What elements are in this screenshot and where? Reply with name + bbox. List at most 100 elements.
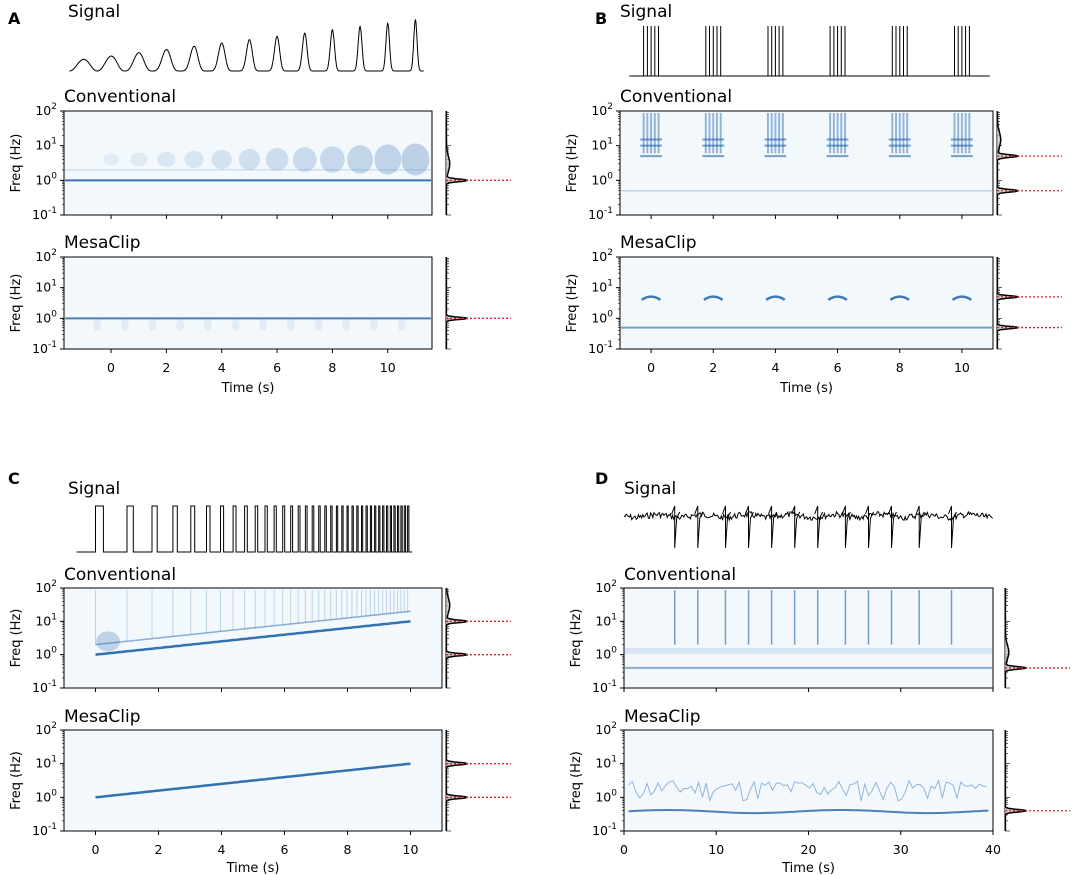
y-tick-label: 100 (35, 646, 57, 662)
signal-spike (671, 505, 681, 549)
signal-spike (948, 505, 957, 549)
conventional-spectrogram: 10-1 100 101 102 Freq (Hz) (9, 102, 511, 222)
clip-artifact (176, 319, 185, 332)
y-tick-label: 10-1 (588, 206, 613, 222)
x-tick-label: 6 (273, 360, 281, 375)
x-tick-label: 4 (771, 360, 779, 375)
conventional-marginal (445, 587, 511, 689)
marginal-fill (446, 730, 468, 831)
y-tick-label: 100 (591, 171, 613, 187)
mesaclip-title: MesaClip (64, 233, 141, 253)
burst-band (641, 295, 662, 301)
clip-artifact (369, 319, 378, 332)
conventional-title: Conventional (64, 565, 176, 585)
marginal-curve (445, 587, 469, 688)
spectrogram-background (620, 257, 993, 349)
y-tick-label: 10-1 (32, 206, 57, 222)
signal-spike (722, 505, 731, 549)
marginal-fill (1005, 588, 1027, 688)
y-tick-label: 10-1 (592, 679, 617, 695)
harmonic-blob (130, 152, 148, 167)
signal-spike (745, 505, 754, 549)
clip-artifact (342, 319, 351, 332)
signal-trace (623, 510, 993, 523)
x-axis-label: Time (s) (226, 861, 280, 875)
y-axis-label: Freq (Hz) (569, 751, 584, 810)
spectrogram-background (624, 730, 993, 831)
marginal-curve (1004, 588, 1028, 688)
y-tick-label: 10-1 (592, 822, 617, 838)
panel-C: CSignalConventionalMesaClip10-1100101102… (8, 469, 511, 875)
y-tick-label: 101 (35, 612, 57, 628)
harmonic-blob (211, 149, 232, 170)
x-tick-label: 0 (107, 360, 115, 375)
y-tick-label: 102 (595, 721, 617, 737)
y-axis-label: Freq (Hz) (9, 274, 24, 333)
panel-letter: A (8, 9, 21, 28)
mesaclip-marginal (1004, 730, 1070, 832)
x-axis-label: Time (s) (221, 381, 275, 396)
chirp-fundamental (95, 762, 411, 799)
signal-spike (841, 505, 851, 549)
marginal-fill (997, 257, 1019, 349)
y-tick-label: 101 (591, 279, 613, 295)
conventional-marginal (1004, 588, 1070, 689)
spectrogram-background (64, 257, 432, 349)
harmonic-blob (401, 143, 430, 176)
y-tick-label: 101 (595, 755, 617, 771)
axes-frame (63, 256, 433, 350)
y-tick-label: 102 (35, 102, 57, 118)
conventional-title: Conventional (624, 565, 736, 585)
x-tick-label: 10 (403, 842, 419, 857)
y-axis-label: Freq (Hz) (569, 609, 584, 668)
x-tick-label: 4 (218, 360, 226, 375)
y-tick-label: 101 (35, 137, 57, 153)
y-axis-label: Freq (Hz) (9, 609, 24, 668)
y-axis-label: Freq (Hz) (565, 134, 580, 193)
y-tick-label: 10-1 (32, 822, 57, 838)
x-tick-label: 10 (380, 360, 396, 375)
clip-artifact (231, 319, 240, 332)
conventional-marginal (996, 111, 1062, 216)
x-tick-label: 8 (896, 360, 904, 375)
x-tick-label: 30 (893, 842, 909, 857)
wandering-band (628, 778, 987, 803)
signal-spike (888, 505, 897, 549)
burst-band (765, 295, 786, 301)
clip-artifact (314, 319, 323, 332)
conventional-spectrogram: 10-1 100 101 102 Freq (Hz) (565, 102, 1062, 222)
spectrogram-background (64, 111, 432, 215)
chirp-fundamental (95, 620, 411, 656)
x-tick-label: 40 (985, 842, 1001, 857)
y-tick-label: 101 (35, 755, 57, 771)
conventional-title: Conventional (64, 87, 176, 107)
x-tick-label: 0 (620, 842, 628, 857)
mesaclip-title: MesaClip (64, 707, 141, 727)
axes-frame (63, 729, 443, 832)
clip-artifact (286, 319, 295, 332)
axes-frame (63, 587, 443, 689)
mesaclip-spectrogram: 10-1 100 101 102 Freq (Hz) (565, 248, 1062, 356)
clip-artifact (397, 319, 406, 332)
y-axis-label: Freq (Hz) (565, 274, 580, 333)
panel-letter: C (8, 469, 20, 488)
y-tick-label: 100 (595, 788, 617, 804)
y-tick-label: 101 (591, 137, 613, 153)
clip-artifact (120, 319, 129, 332)
clip-artifact (148, 319, 157, 332)
harmonic-blob (184, 150, 204, 169)
panel-letter: D (595, 469, 608, 488)
mesaclip-spectrogram: 10-1 100 101 102 Freq (Hz) (569, 721, 1070, 838)
x-tick-label: 8 (328, 360, 336, 375)
panel-D: DSignalConventionalMesaClip10-1100101102… (569, 469, 1070, 875)
x-tick-label: 6 (281, 842, 289, 857)
y-tick-label: 102 (35, 579, 57, 595)
x-axis-label: Time (s) (779, 381, 833, 396)
burst-band (827, 295, 848, 301)
axes-frame (63, 110, 433, 216)
harmonic-blob (320, 146, 345, 173)
signal-trace (629, 26, 990, 77)
x-tick-label: 0 (92, 842, 100, 857)
y-tick-label: 100 (591, 309, 613, 325)
